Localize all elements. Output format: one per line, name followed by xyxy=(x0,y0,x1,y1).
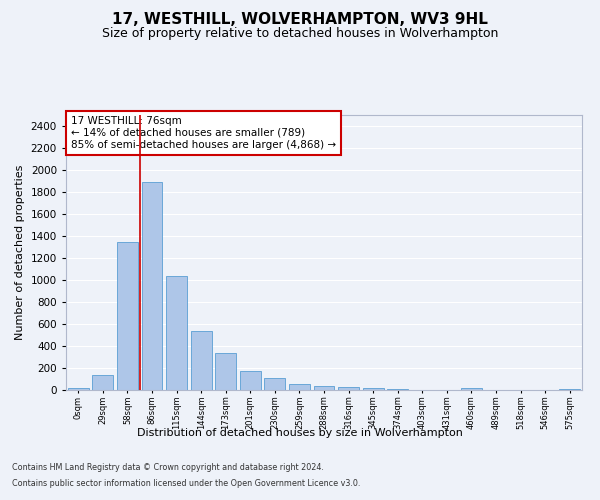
Y-axis label: Number of detached properties: Number of detached properties xyxy=(15,165,25,340)
Text: 17 WESTHILL: 76sqm
← 14% of detached houses are smaller (789)
85% of semi-detach: 17 WESTHILL: 76sqm ← 14% of detached hou… xyxy=(71,116,336,150)
Bar xyxy=(240,372,261,390)
Bar xyxy=(191,331,212,390)
Bar xyxy=(314,386,334,390)
Text: 17, WESTHILL, WOLVERHAMPTON, WV3 9HL: 17, WESTHILL, WOLVERHAMPTON, WV3 9HL xyxy=(112,12,488,28)
Bar xyxy=(166,276,187,390)
Text: Distribution of detached houses by size in Wolverhampton: Distribution of detached houses by size … xyxy=(137,428,463,438)
Bar xyxy=(117,242,138,390)
Text: Contains HM Land Registry data © Crown copyright and database right 2024.: Contains HM Land Registry data © Crown c… xyxy=(12,464,324,472)
Bar xyxy=(68,388,89,390)
Bar xyxy=(461,388,482,390)
Bar xyxy=(142,182,163,390)
Text: Size of property relative to detached houses in Wolverhampton: Size of property relative to detached ho… xyxy=(102,28,498,40)
Bar xyxy=(338,387,359,390)
Bar xyxy=(362,388,383,390)
Bar xyxy=(289,384,310,390)
Bar xyxy=(215,353,236,390)
Text: Contains public sector information licensed under the Open Government Licence v3: Contains public sector information licen… xyxy=(12,478,361,488)
Bar xyxy=(265,378,286,390)
Bar xyxy=(92,375,113,390)
Bar xyxy=(559,389,580,390)
